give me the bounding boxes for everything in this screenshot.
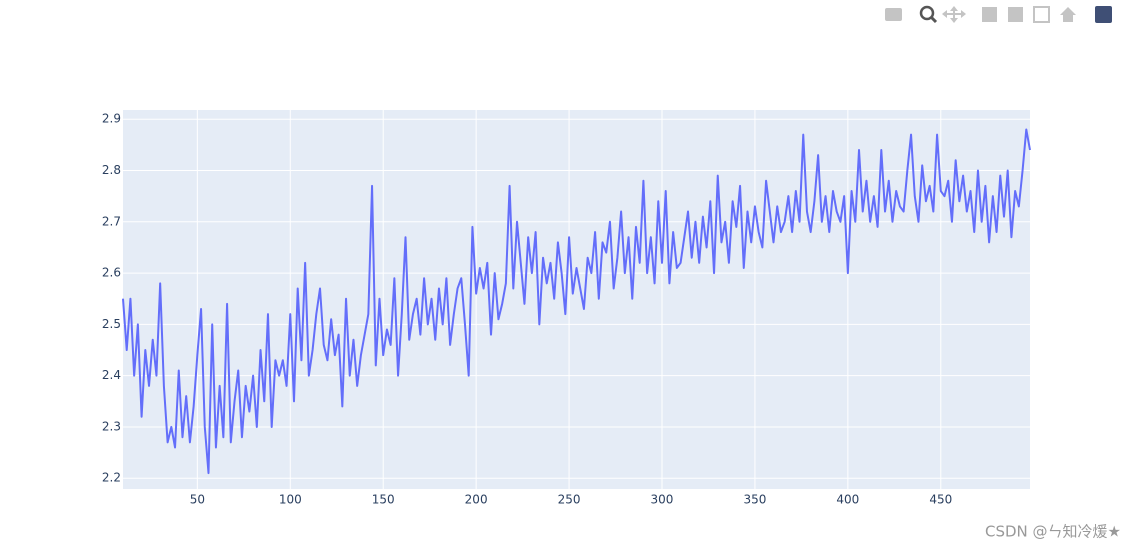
x-tick-label: 200 <box>465 493 488 507</box>
reset-icon[interactable] <box>1060 7 1076 22</box>
data-line <box>122 128 1031 475</box>
plot-area <box>123 110 1030 489</box>
y-tick-label: 2.9 <box>102 112 121 126</box>
zoom-in-icon[interactable] <box>982 7 997 22</box>
y-tick-label: 2.5 <box>102 317 121 331</box>
x-tick-label: 150 <box>372 493 395 507</box>
x-tick-label: 400 <box>836 493 859 507</box>
y-tick-label: 2.8 <box>102 163 121 177</box>
y-tick-label: 2.4 <box>102 368 121 382</box>
zoom-out-icon[interactable] <box>1008 7 1023 22</box>
y-tick-label: 2.6 <box>102 266 121 280</box>
pan-icon[interactable] <box>942 6 966 23</box>
x-tick-label: 300 <box>651 493 674 507</box>
x-tick-label: 100 <box>279 493 302 507</box>
zoom-handle <box>929 15 938 24</box>
x-tick-label: 50 <box>190 493 205 507</box>
watermark: CSDN @ㄣ知冷煖★ <box>985 523 1121 541</box>
camera-icon[interactable] <box>885 8 902 21</box>
x-tick-label: 250 <box>558 493 581 507</box>
modebar <box>885 5 1112 24</box>
y-tick-label: 2.3 <box>102 419 121 433</box>
x-tick-label: 450 <box>929 493 952 507</box>
y-tick-label: 2.2 <box>102 471 121 485</box>
autoscale-icon[interactable] <box>1033 6 1050 23</box>
zoom-icon[interactable] <box>919 5 935 21</box>
x-tick-label: 350 <box>743 493 766 507</box>
plotly-logo[interactable] <box>1095 6 1112 23</box>
y-tick-label: 2.7 <box>102 214 121 228</box>
